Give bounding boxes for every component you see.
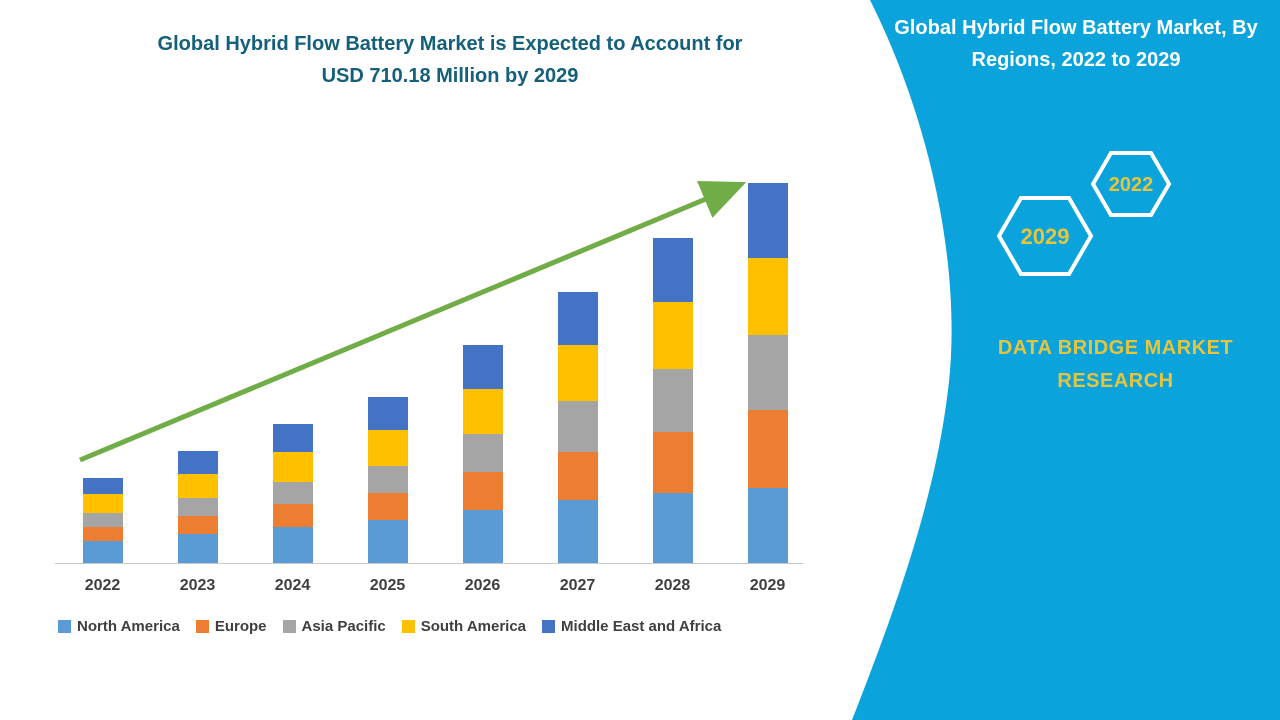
- bar-segment-north-america-2029: [747, 488, 788, 563]
- x-axis-label-2028: 2028: [654, 577, 691, 594]
- bar-segment-middle-east-and-africa-2022: [82, 478, 123, 494]
- bar-segment-europe-2026: [462, 472, 503, 510]
- legend-swatch-icon: [282, 620, 296, 633]
- bar-segment-north-america-2023: [177, 533, 218, 563]
- legend-swatch-icon: [195, 620, 209, 633]
- legend-item-europe: Europe: [195, 618, 267, 635]
- bar-segment-middle-east-and-africa-2029: [747, 183, 788, 259]
- panel-curve: [852, 0, 1280, 720]
- legend-label: Asia Pacific: [301, 618, 386, 635]
- legend-label: Europe: [214, 618, 267, 635]
- chart-title-line2: USD 710.18 Million by 2029: [321, 65, 579, 87]
- legend-label: Middle East and Africa: [561, 618, 722, 635]
- bar-slot-2022: [55, 478, 150, 563]
- bar-segment-north-america-2022: [82, 540, 123, 563]
- panel-title: Global Hybrid Flow Battery Market, By Re…: [894, 17, 1258, 71]
- x-axis-label-2022: 2022: [84, 577, 121, 594]
- bar-segment-asia-pacific-2029: [747, 335, 788, 411]
- x-axis-label-2029: 2029: [749, 577, 786, 594]
- legend-item-north-america: North America: [58, 618, 180, 635]
- bar-segment-europe-2022: [82, 526, 123, 541]
- bar-segment-asia-pacific-2024: [272, 481, 313, 505]
- brand-line2: RESEARCH: [1057, 370, 1174, 392]
- x-axis-line: [55, 563, 803, 564]
- badge-2029-label: 2029: [1021, 224, 1070, 249]
- legend-label: North America: [77, 618, 180, 635]
- bar-2029: [747, 183, 788, 563]
- bar-segment-europe-2023: [177, 515, 218, 534]
- legend-swatch-icon: [401, 620, 415, 633]
- bar-segment-asia-pacific-2022: [82, 513, 123, 527]
- legend-item-asia-pacific: Asia Pacific: [282, 618, 386, 635]
- chart-title: Global Hybrid Flow Battery Market is Exp…: [110, 28, 790, 92]
- badge-hexagon-2022: 2022: [1090, 151, 1172, 217]
- brand-name: DATA BRIDGE MARKET RESEARCH: [958, 332, 1273, 398]
- legend-item-south-america: South America: [401, 618, 527, 635]
- bar-slot-2029: [720, 183, 815, 563]
- bar-segment-europe-2029: [747, 410, 788, 489]
- bar-segment-south-america-2022: [82, 493, 123, 514]
- legend-label: South America: [420, 618, 527, 635]
- x-axis-label-2025: 2025: [369, 577, 406, 594]
- chart-title-line1: Global Hybrid Flow Battery Market is Exp…: [157, 33, 743, 55]
- chart-legend: North America Europe Asia Pacific South Ame…: [58, 618, 721, 635]
- brand-line1: DATA BRIDGE MARKET: [997, 337, 1234, 359]
- bar-segment-south-america-2029: [747, 258, 788, 336]
- legend-item-middle-east-and-africa: Middle East and Africa: [542, 618, 721, 635]
- bar-segment-europe-2025: [367, 493, 408, 521]
- legend-swatch-icon: [542, 620, 556, 633]
- bar-segment-asia-pacific-2025: [367, 465, 408, 494]
- bar-segment-south-america-2023: [177, 473, 218, 499]
- bar-segment-north-america-2028: [652, 493, 693, 563]
- bar-segment-north-america-2027: [557, 499, 598, 563]
- x-axis-label-2027: 2027: [559, 577, 596, 594]
- legend-swatch-icon: [58, 620, 71, 633]
- bar-segment-north-america-2026: [462, 509, 503, 563]
- bar-segment-asia-pacific-2023: [177, 498, 218, 516]
- x-axis-labels: 2022 2023 2024 2025 2026 2027 2028 2029: [55, 577, 815, 595]
- bar-segment-europe-2024: [272, 504, 313, 527]
- bar-2022: [82, 478, 123, 563]
- x-axis-label-2026: 2026: [464, 577, 501, 594]
- bar-segment-north-america-2025: [367, 520, 408, 563]
- bar-segment-north-america-2024: [272, 526, 313, 563]
- badge-hexagon-2029: 2029: [996, 196, 1094, 276]
- x-axis-label-2024: 2024: [274, 577, 311, 594]
- badge-2022-label: 2022: [1109, 174, 1154, 196]
- x-axis-label-2023: 2023: [179, 577, 216, 594]
